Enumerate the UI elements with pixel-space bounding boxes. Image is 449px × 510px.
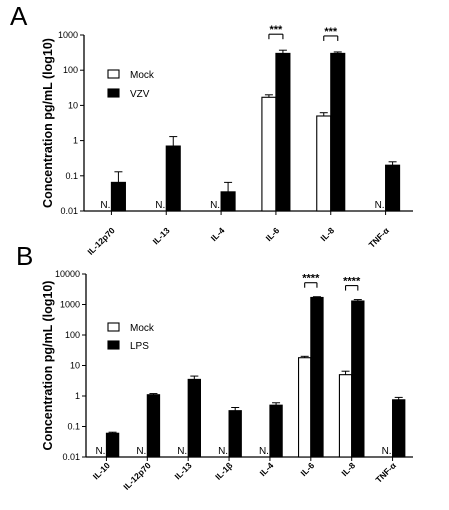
legend-swatch: [107, 88, 120, 98]
legend-label: VZV: [130, 89, 150, 100]
not-detected-label: N.D.: [100, 200, 120, 211]
treated-bar: [146, 394, 161, 458]
treated-bar: [310, 296, 324, 458]
not-detected-label: N.D.: [95, 446, 115, 457]
legend-swatch: [107, 340, 120, 350]
treated-bar: [165, 145, 181, 212]
not-detected-label: N.D.: [177, 446, 197, 457]
treated-bar: [220, 191, 236, 212]
y-axis-label: Concentration pg/mL (log10): [41, 38, 55, 208]
legend-label: Mock: [130, 323, 155, 334]
treated-bar: [105, 432, 120, 458]
legend-label: LPS: [130, 341, 149, 352]
not-detected-label: N.D.: [382, 446, 402, 457]
significance-label: ***: [324, 26, 338, 38]
not-detected-label: N.D.: [259, 446, 279, 457]
treated-bar: [228, 410, 242, 458]
legend-swatch: [107, 69, 120, 79]
x-tick-label: IL-13: [172, 460, 193, 481]
y-tick-label: 100: [65, 330, 80, 340]
x-tick-label: IL-12p70: [121, 460, 153, 492]
mock-bar: [297, 357, 312, 458]
y-tick-label: 10: [68, 100, 78, 110]
mock-bar: [316, 115, 332, 212]
mock-bar: [338, 374, 353, 458]
significance-label: ****: [302, 273, 320, 285]
y-axis-label: Concentration pg/mL (log10): [41, 281, 55, 451]
x-tick-label: IL-10: [91, 460, 112, 481]
x-tick-label: IL-8: [318, 225, 336, 243]
x-tick-label: TNF-α: [367, 225, 392, 250]
y-tick-label: 10000: [55, 269, 80, 279]
treated-bar: [269, 404, 283, 458]
x-tick-label: IL-4: [209, 225, 227, 243]
panel-letter: A: [10, 1, 28, 31]
x-tick-label: IL-1β: [213, 460, 234, 481]
significance-label: ****: [343, 276, 361, 288]
treated-bar: [187, 378, 201, 458]
treated-bar: [110, 181, 126, 212]
x-tick-label: IL-8: [339, 460, 357, 478]
not-detected-label: N.D.: [210, 200, 230, 211]
legend-swatch: [107, 322, 120, 332]
treated-bar: [330, 52, 346, 212]
x-tick-label: IL-13: [151, 225, 172, 246]
y-tick-label: 0.01: [62, 452, 80, 462]
y-tick-label: 0.1: [65, 171, 78, 181]
not-detected-label: N.D.: [375, 200, 395, 211]
panel-letter: B: [16, 241, 33, 271]
x-tick-label: IL-6: [264, 225, 282, 243]
y-tick-label: 1: [73, 136, 78, 146]
mock-bar: [261, 96, 277, 212]
legend-label: Mock: [130, 70, 155, 81]
y-tick-label: 1000: [58, 30, 78, 40]
y-tick-label: 0.1: [67, 422, 80, 432]
treated-bar: [351, 300, 365, 458]
x-tick-label: IL-6: [298, 460, 316, 478]
not-detected-label: N.D.: [136, 446, 156, 457]
not-detected-label: N.D.: [155, 200, 175, 211]
x-tick-label: TNF-α: [374, 460, 399, 485]
y-tick-label: 10: [70, 361, 80, 371]
not-detected-label: N.D.: [218, 446, 238, 457]
treated-bar: [385, 164, 401, 212]
treated-bar: [275, 52, 291, 212]
significance-label: ***: [269, 24, 283, 36]
x-tick-label: IL-4: [258, 460, 276, 478]
y-tick-label: 100: [63, 65, 78, 75]
y-tick-label: 1: [75, 391, 80, 401]
treated-bar: [392, 399, 406, 458]
y-tick-label: 1000: [60, 300, 80, 310]
y-tick-label: 0.01: [60, 206, 78, 216]
x-tick-label: IL-12p70: [85, 225, 117, 257]
